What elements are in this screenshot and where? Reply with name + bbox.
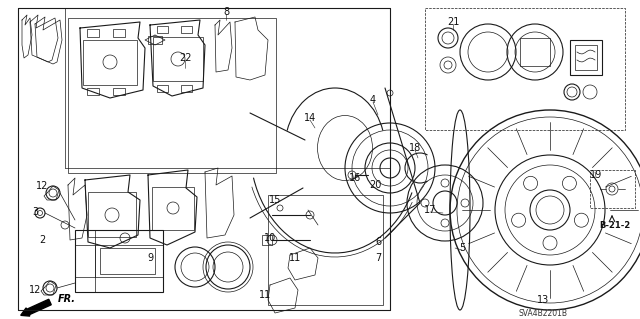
Bar — [262, 235, 272, 245]
Bar — [87, 29, 99, 37]
Text: 15: 15 — [269, 195, 281, 205]
FancyArrow shape — [20, 299, 51, 316]
Text: 3: 3 — [32, 207, 38, 217]
Text: 2: 2 — [39, 235, 45, 245]
Bar — [100, 248, 155, 274]
Bar — [68, 18, 276, 173]
Text: 4: 4 — [370, 95, 376, 105]
Bar — [152, 187, 194, 230]
Text: 9: 9 — [147, 253, 153, 263]
Text: 10: 10 — [264, 233, 276, 243]
Text: SVA4B2201B: SVA4B2201B — [518, 308, 568, 317]
Text: FR.: FR. — [58, 294, 76, 304]
Bar — [113, 88, 125, 95]
Text: 7: 7 — [375, 253, 381, 263]
Bar — [181, 26, 192, 33]
Text: 8: 8 — [223, 7, 229, 17]
Text: B-21-2: B-21-2 — [600, 220, 630, 229]
Text: 20: 20 — [369, 180, 381, 190]
Text: 12: 12 — [36, 181, 48, 191]
Text: 14: 14 — [304, 113, 316, 123]
Bar — [520, 38, 550, 66]
Bar — [575, 45, 597, 70]
Bar — [148, 36, 162, 44]
Bar — [75, 230, 163, 292]
Text: 17: 17 — [424, 205, 436, 215]
Bar — [570, 40, 602, 75]
Text: 21: 21 — [447, 17, 459, 27]
Text: 19: 19 — [590, 170, 602, 180]
Bar — [157, 26, 168, 33]
Text: 18: 18 — [409, 143, 421, 153]
Text: 6: 6 — [375, 237, 381, 247]
Bar — [590, 170, 635, 208]
Bar — [157, 85, 168, 92]
Text: 13: 13 — [537, 295, 549, 305]
Bar — [425, 8, 625, 130]
Bar — [113, 29, 125, 37]
Bar — [268, 195, 383, 305]
Bar — [153, 37, 203, 81]
Bar — [87, 88, 99, 95]
Text: 22: 22 — [179, 53, 191, 63]
Bar — [83, 40, 137, 85]
Text: 11: 11 — [289, 253, 301, 263]
Text: 12: 12 — [29, 285, 41, 295]
Bar — [88, 192, 136, 237]
Text: 5: 5 — [459, 243, 465, 253]
Text: 11: 11 — [259, 290, 271, 300]
Bar — [181, 85, 192, 92]
Text: 16: 16 — [349, 173, 361, 183]
